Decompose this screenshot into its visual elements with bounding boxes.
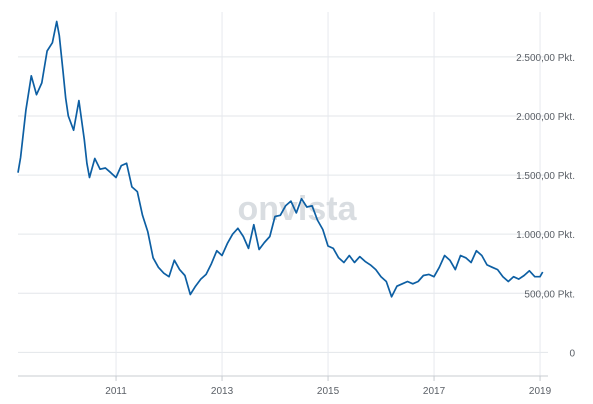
x-tick-label: 2019 — [529, 386, 552, 397]
x-axis-ticks: 2011 2013 2015 2017 2019 — [105, 376, 552, 397]
chart-grid — [18, 12, 548, 376]
y-tick-label: 2.500,00 Pkt. — [516, 53, 575, 64]
x-tick-label: 2013 — [211, 386, 234, 397]
y-tick-label: 0 — [569, 348, 575, 359]
price-series-line — [17, 20, 544, 298]
y-axis-ticks: 0 500,00 Pkt. 1.000,00 Pkt. 1.500,00 Pkt. 2.… — [516, 53, 575, 359]
y-tick-label: 1.000,00 Pkt. — [516, 230, 575, 241]
y-tick-label: 2.000,00 Pkt. — [516, 112, 575, 123]
x-tick-label: 2015 — [317, 386, 340, 397]
x-tick-label: 2017 — [423, 386, 446, 397]
y-tick-label: 500,00 Pkt. — [524, 289, 575, 300]
y-tick-label: 1.500,00 Pkt. — [516, 171, 575, 182]
x-tick-label: 2011 — [105, 386, 127, 397]
